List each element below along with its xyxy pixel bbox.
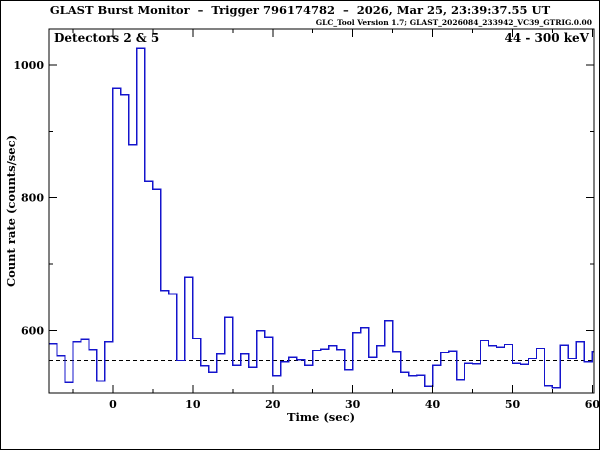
y-tick-label: 800 (21, 192, 44, 205)
plot-frame (48, 28, 595, 394)
x-tick-label: 50 (505, 398, 521, 411)
y-tick-label: 600 (21, 325, 44, 338)
chart-layer: 0 10 20 30 40 50 60 600 800 1000 (13, 28, 600, 411)
histogram-trace (49, 47, 594, 389)
x-axis-title: Time (sec) (287, 410, 355, 424)
x-tick-label: 10 (185, 398, 201, 411)
x-tick-label: 60 (585, 398, 600, 411)
x-tick-label: 0 (109, 398, 117, 411)
detectors-label: Detectors 2 & 5 (54, 31, 159, 45)
y-tick-label: 1000 (13, 59, 44, 72)
x-tick-label: 40 (425, 398, 441, 411)
x-tick-label: 30 (345, 398, 361, 411)
y-axis-title: Count rate (counts/sec) (4, 135, 18, 287)
energy-range-label: 44 - 300 keV (504, 31, 589, 45)
chart-subtitle: GLC_Tool Version 1.7; GLAST_2026084_2339… (315, 18, 592, 27)
chart-title: GLAST Burst Monitor – Trigger 796174782 … (49, 3, 551, 17)
x-tick-label: 20 (265, 398, 281, 411)
